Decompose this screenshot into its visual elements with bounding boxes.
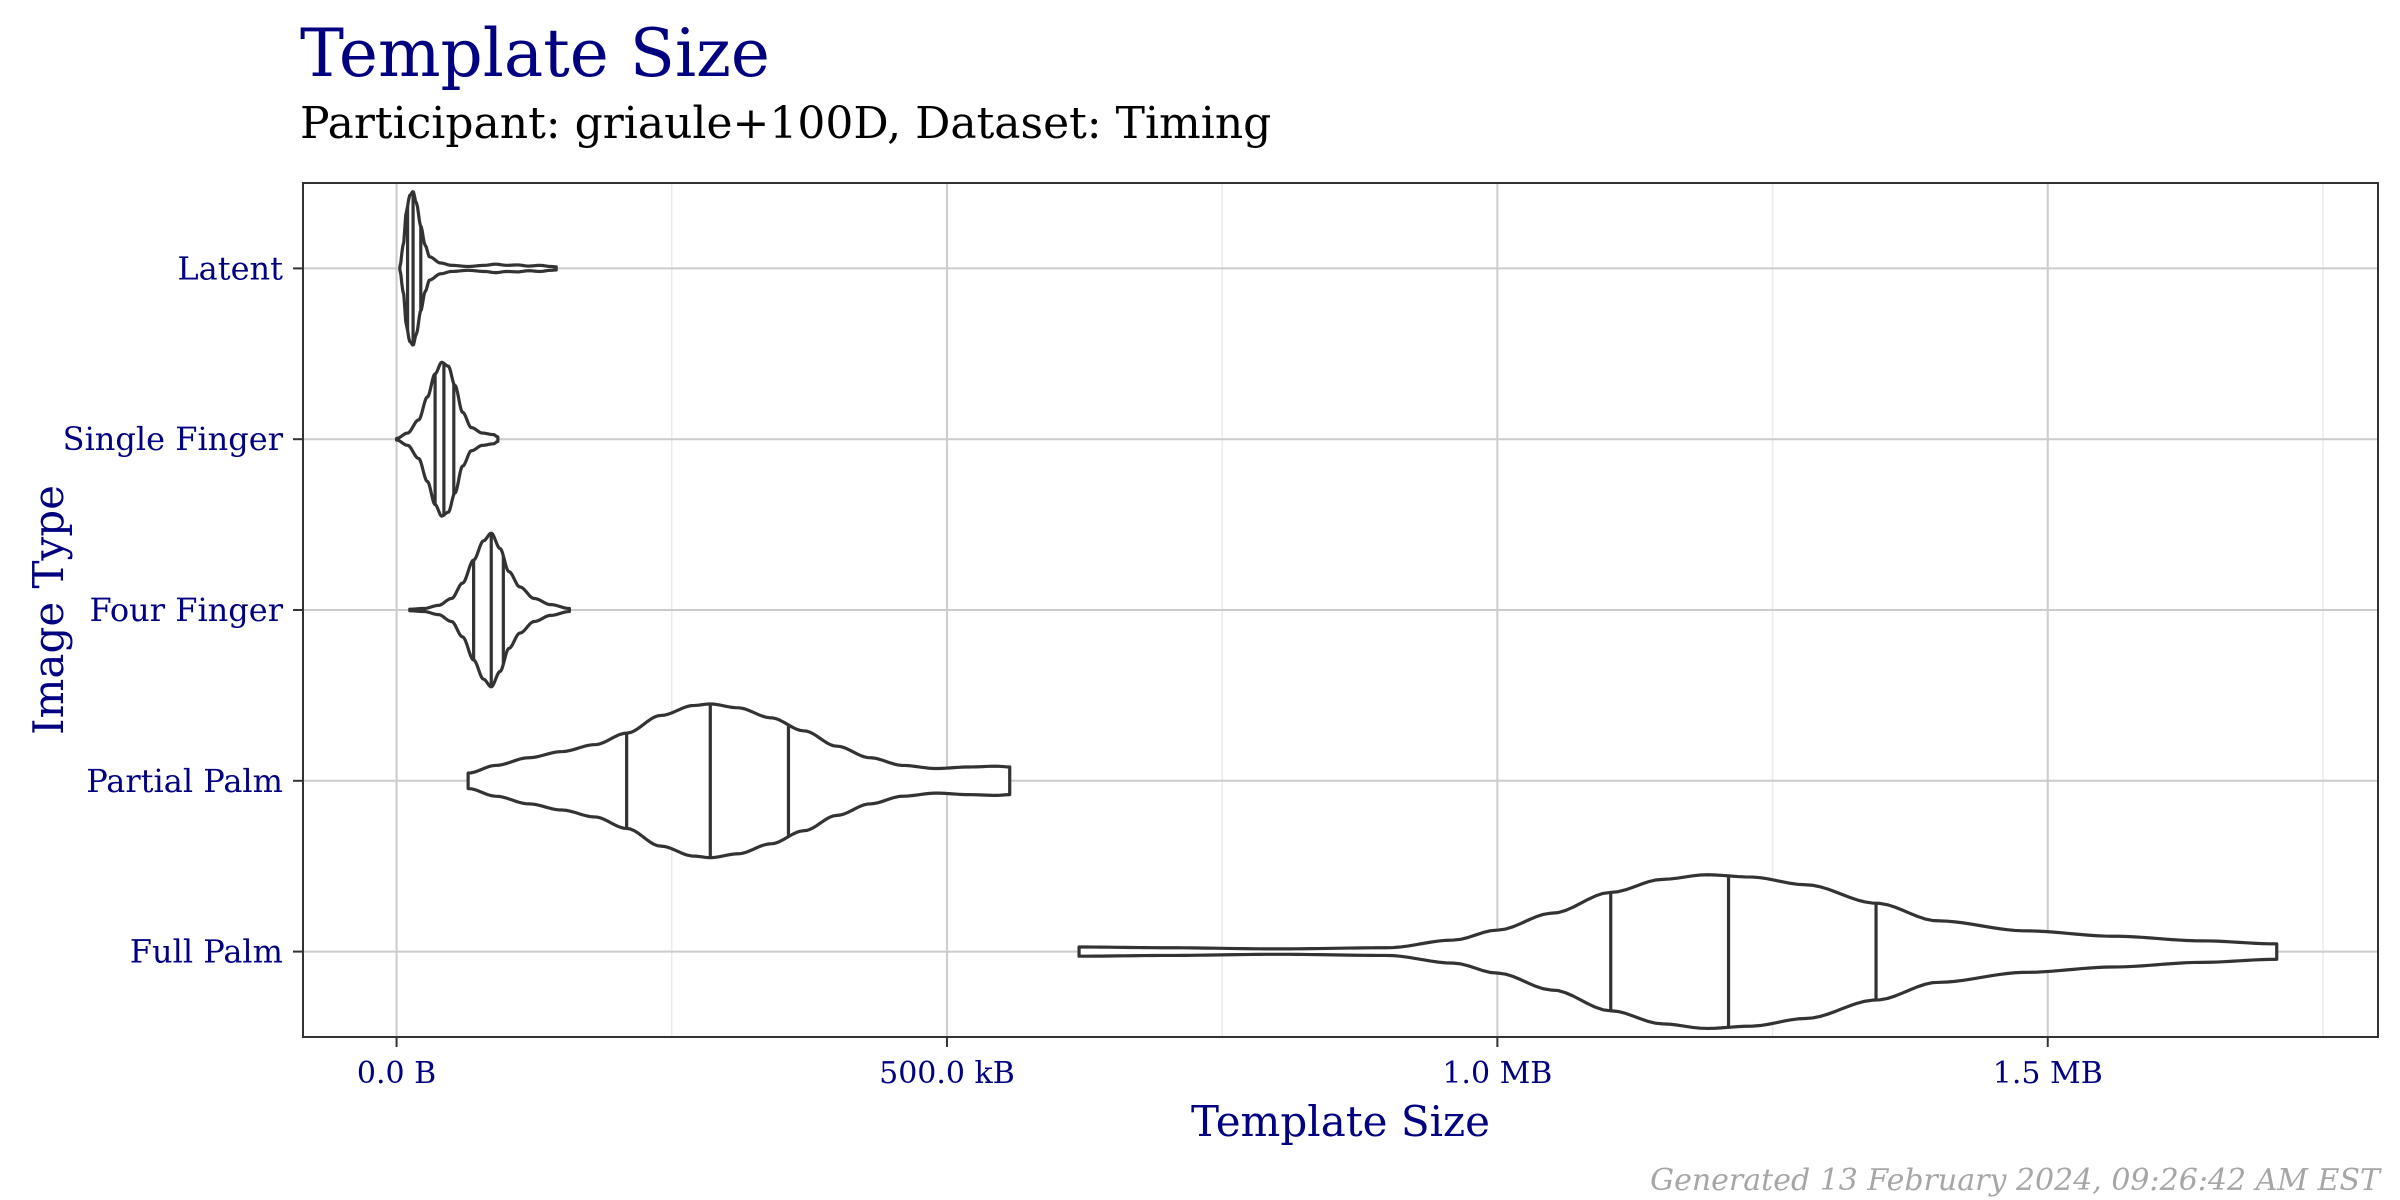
violins — [394, 190, 2279, 1031]
violin-outline — [1077, 873, 2279, 1031]
y-axis-title: Image Type — [24, 485, 73, 735]
y-axis: Latent Single Finger Four Finger Partial Pa… — [63, 249, 303, 971]
violin-outline — [394, 360, 500, 518]
x-axis: 0.0 B 500.0 kB 1.0 MB 1.5 MB — [357, 1037, 2103, 1091]
violin-partial-palm — [466, 702, 1012, 860]
violin-outline — [466, 702, 1012, 860]
violin-outline — [408, 531, 571, 689]
y-tick-label: Partial Palm — [86, 762, 283, 800]
violin-full-palm — [1077, 873, 2279, 1031]
y-tick-label: Full Palm — [130, 933, 283, 971]
generated-caption: Generated 13 February 2024, 09:26:42 AM … — [1650, 1163, 2380, 1198]
x-tick-label: 500.0 kB — [879, 1056, 1015, 1091]
violin-four-finger — [408, 531, 571, 689]
major-gridlines — [303, 183, 2378, 1037]
y-tick-label: Single Finger — [63, 420, 284, 458]
chart-title: Template Size — [300, 15, 770, 92]
violin-latent — [398, 190, 558, 347]
x-axis-title: Template Size — [1191, 1097, 1490, 1146]
violin-single-finger — [394, 360, 500, 518]
x-tick-label: 1.0 MB — [1442, 1056, 1552, 1091]
x-tick-label: 0.0 B — [357, 1056, 436, 1091]
chart-subtitle: Participant: griaule+100D, Dataset: Timi… — [300, 98, 1272, 149]
y-tick-label: Latent — [177, 249, 283, 287]
x-tick-label: 1.5 MB — [1993, 1056, 2103, 1091]
violin-outline — [398, 190, 558, 347]
y-tick-label: Four Finger — [89, 591, 283, 629]
